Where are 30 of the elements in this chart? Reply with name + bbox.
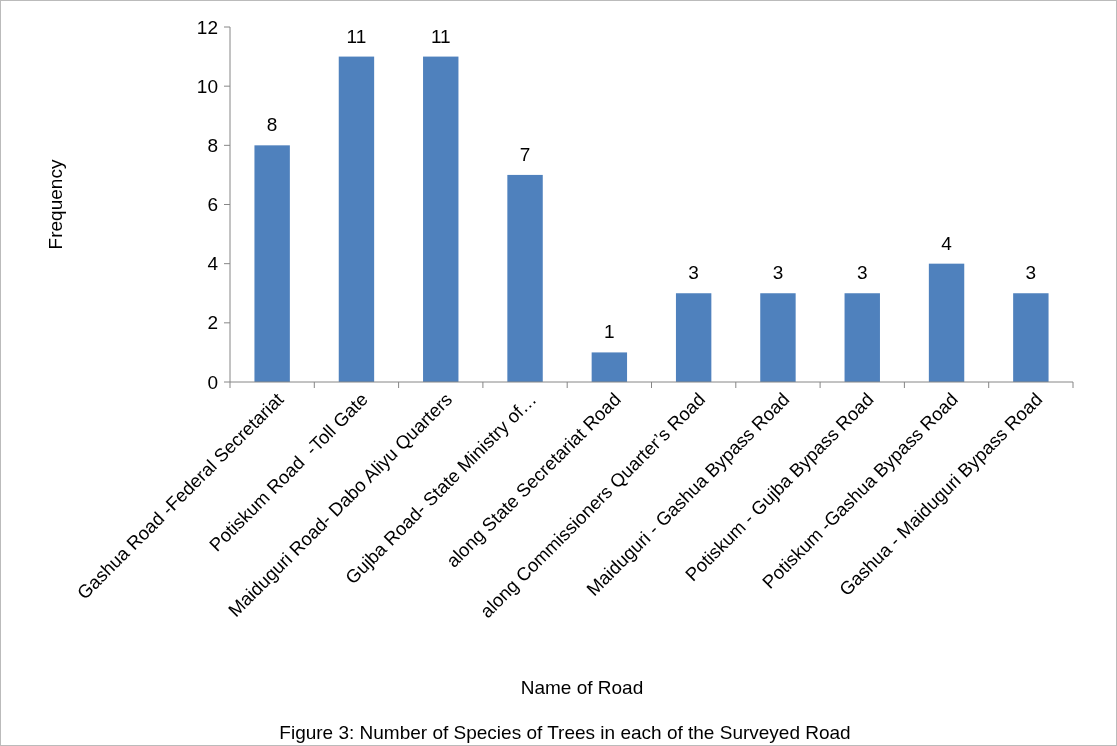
bar [675, 293, 712, 382]
caption: Figure 3: Number of Species of Trees in each of the Surveyed Road [279, 722, 851, 743]
bar [507, 174, 543, 382]
data-label: 3 [856, 262, 868, 284]
bar [338, 56, 375, 382]
x-axis-title: Name of Road [520, 677, 644, 698]
bar [760, 293, 796, 382]
data-label: 3 [688, 262, 699, 284]
bar [423, 56, 459, 382]
data-label: 7 [519, 143, 531, 165]
data-label: 3 [1025, 262, 1037, 284]
y-tick-label: 6 [207, 194, 218, 216]
y-axis-title: Frequency [45, 159, 66, 250]
bar [254, 145, 290, 382]
bar [844, 293, 880, 382]
data-label: 11 [346, 25, 367, 47]
bar [591, 352, 628, 382]
data-label: 8 [266, 114, 278, 136]
bar [928, 263, 965, 382]
data-label: 1 [604, 321, 615, 343]
y-tick-label: 10 [196, 75, 218, 97]
y-tick-label: 12 [196, 16, 218, 38]
y-tick-label: 0 [207, 371, 218, 393]
data-label: 3 [772, 262, 784, 284]
data-label: 4 [941, 232, 953, 254]
y-tick-label: 2 [207, 312, 218, 334]
data-label: 11 [430, 25, 451, 47]
bar [1013, 293, 1049, 382]
y-tick-label: 8 [207, 134, 218, 156]
y-tick-label: 4 [207, 253, 219, 275]
